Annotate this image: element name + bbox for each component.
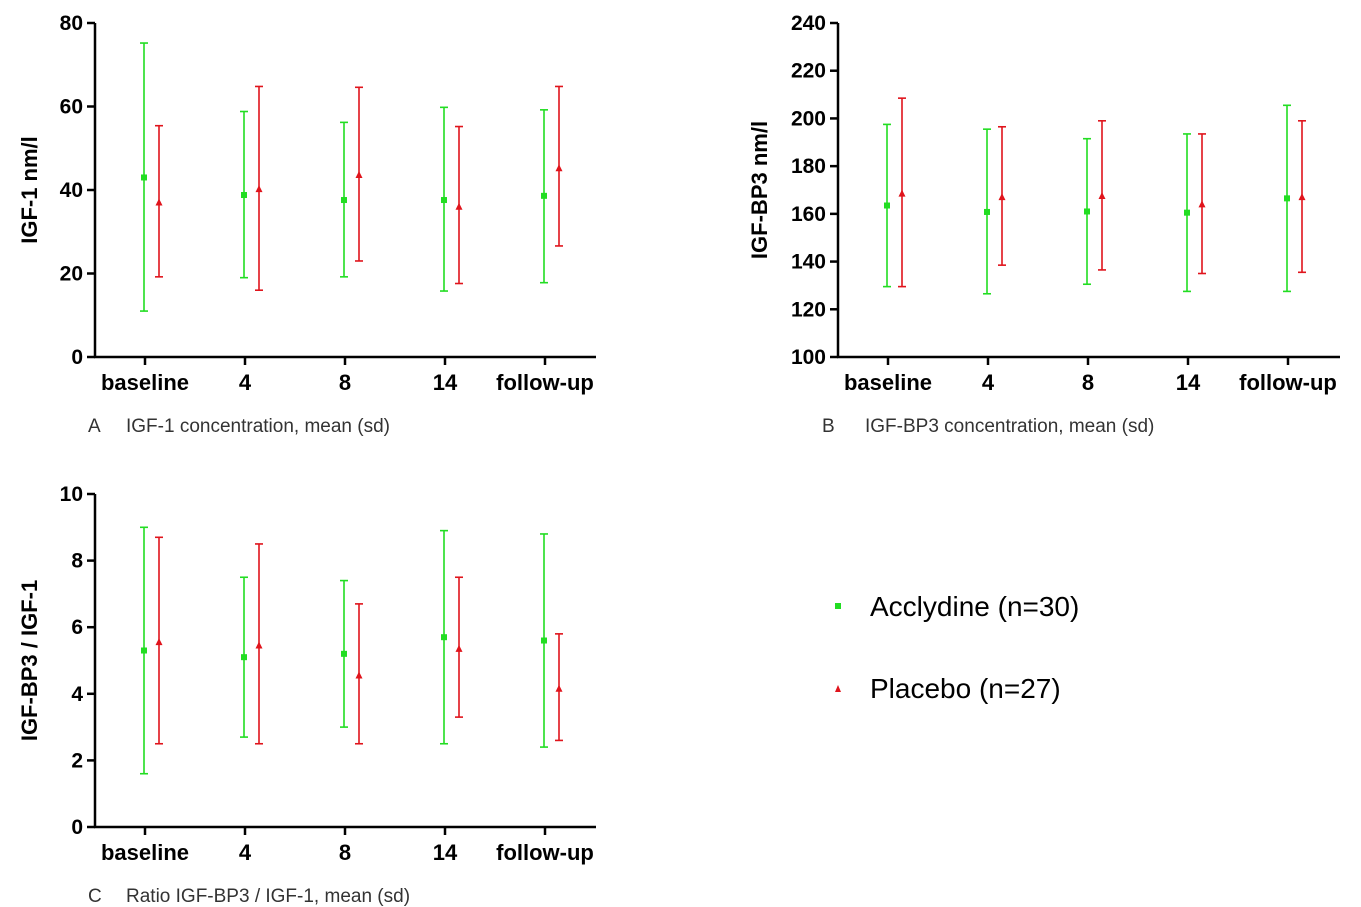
x-tick-label: baseline — [101, 840, 189, 865]
legend-marker-placebo — [835, 685, 841, 692]
y-tick-label: 160 — [791, 203, 826, 226]
y-tick-label: 0 — [71, 816, 83, 839]
mean-point-placebo — [255, 641, 263, 649]
mean-point-acclydine — [541, 192, 547, 199]
y-tick-label: 220 — [791, 60, 826, 83]
x-tick-label: 8 — [1082, 370, 1094, 395]
mean-point-placebo — [1098, 191, 1106, 199]
y-tick-label: 120 — [791, 298, 826, 321]
y-tick-label: 60 — [60, 96, 83, 119]
panel-caption: IGF-BP3 concentration, mean (sd) — [865, 416, 1154, 437]
mean-point-acclydine — [341, 197, 347, 204]
mean-point-acclydine — [341, 650, 347, 657]
panel-caption: Ratio IGF-BP3 / IGF-1, mean (sd) — [126, 886, 410, 907]
mean-point-placebo — [455, 644, 463, 652]
legend: Acclydine (n=30) Placebo (n=27) — [835, 591, 1079, 704]
y-tick-label: 180 — [791, 155, 826, 178]
mean-point-placebo — [1198, 200, 1206, 208]
mean-point-placebo — [555, 684, 563, 692]
mean-point-acclydine — [441, 634, 447, 641]
x-tick-label: 4 — [239, 370, 252, 395]
x-tick-label: baseline — [101, 370, 189, 395]
panel-caption-letter: C — [88, 886, 102, 907]
panel-caption-letter: B — [822, 416, 835, 437]
mean-point-placebo — [1298, 193, 1306, 201]
mean-point-placebo — [998, 193, 1006, 201]
mean-point-placebo — [155, 638, 163, 646]
legend-label-acclydine: Acclydine (n=30) — [870, 591, 1079, 622]
y-tick-label: 10 — [60, 483, 83, 506]
mean-point-acclydine — [1084, 208, 1090, 215]
y-tick-label: 240 — [791, 12, 826, 35]
panel-a: 0 20 40 60 80 baseline 4 8 14 follow-up IGF-1 nm/l… — [17, 12, 596, 437]
y-axis-label: IGF-BP3 / IGF-1 — [17, 580, 42, 741]
mean-point-acclydine — [241, 654, 247, 661]
y-tick-label: 200 — [791, 107, 826, 130]
x-tick-label: follow-up — [496, 840, 594, 865]
x-tick-label: 14 — [433, 370, 458, 395]
mean-point-placebo — [155, 198, 163, 206]
mean-point-acclydine — [884, 202, 890, 209]
y-tick-label: 20 — [60, 263, 83, 286]
y-axis-label: IGF-BP3 nm/l — [747, 121, 772, 259]
y-tick-label: 140 — [791, 251, 826, 274]
mean-point-placebo — [555, 164, 563, 172]
y-tick-label: 4 — [71, 683, 83, 706]
x-tick-label: 4 — [982, 370, 995, 395]
mean-point-placebo — [455, 202, 463, 210]
mean-point-acclydine — [141, 174, 147, 181]
mean-point-acclydine — [1284, 195, 1290, 202]
mean-point-acclydine — [541, 637, 547, 644]
y-tick-label: 8 — [71, 550, 83, 573]
mean-point-placebo — [355, 671, 363, 679]
mean-point-acclydine — [984, 208, 990, 215]
x-tick-label: baseline — [844, 370, 932, 395]
legend-label-placebo: Placebo (n=27) — [870, 673, 1061, 704]
x-tick-label: 8 — [339, 840, 351, 865]
mean-point-placebo — [255, 185, 263, 193]
y-tick-label: 40 — [60, 179, 83, 202]
y-axis-label: IGF-1 nm/l — [17, 136, 42, 244]
y-tick-label: 6 — [71, 616, 83, 639]
mean-point-acclydine — [241, 192, 247, 199]
panel-caption: IGF-1 concentration, mean (sd) — [126, 416, 390, 437]
mean-point-placebo — [898, 189, 906, 197]
panel-caption-letter: A — [88, 416, 101, 437]
y-tick-label: 0 — [71, 346, 83, 369]
mean-point-acclydine — [141, 647, 147, 654]
mean-point-acclydine — [1184, 209, 1190, 216]
panel-c: 0 2 4 6 8 10 baseline 4 8 14 follow-up IGF-BP3 / IG… — [17, 483, 596, 907]
mean-point-acclydine — [441, 197, 447, 204]
x-tick-label: 8 — [339, 370, 351, 395]
mean-point-placebo — [355, 170, 363, 178]
y-tick-label: 100 — [791, 346, 826, 369]
panel-b: 100 120 140 160 180 200 220 240 baseline 4 8 14 foll… — [747, 12, 1340, 437]
x-tick-label: 14 — [1176, 370, 1201, 395]
x-tick-label: 4 — [239, 840, 252, 865]
y-tick-label: 2 — [71, 749, 83, 772]
x-tick-label: 14 — [433, 840, 458, 865]
y-tick-label: 80 — [60, 12, 83, 35]
legend-marker-acclydine — [835, 603, 841, 609]
x-tick-label: follow-up — [1239, 370, 1337, 395]
x-tick-label: follow-up — [496, 370, 594, 395]
